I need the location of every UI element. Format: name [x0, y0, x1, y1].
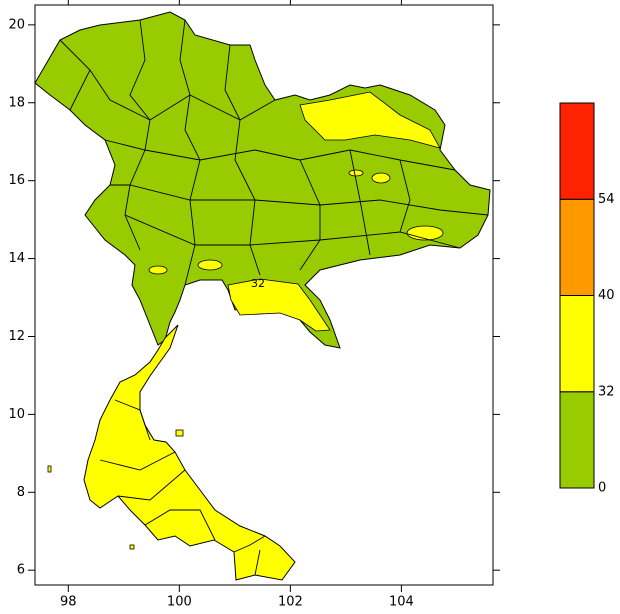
- colorbar-box: [559, 391, 595, 489]
- x-tick-label: 100: [167, 595, 192, 610]
- zone-patch: [406, 225, 444, 241]
- land: [34, 11, 491, 581]
- colorbar-box: [559, 198, 595, 296]
- island: [175, 429, 184, 437]
- colorbar-label: 32: [598, 384, 615, 399]
- colorbar-label: 40: [598, 288, 615, 303]
- island: [129, 544, 135, 550]
- y-tick-label: 10: [8, 407, 25, 422]
- y-tick-label: 20: [8, 17, 25, 32]
- colorbar-label: 54: [598, 192, 615, 207]
- y-tick-label: 8: [17, 485, 25, 500]
- y-tick-label: 14: [8, 251, 25, 266]
- province-borders: [59, 19, 489, 576]
- zone-patch: [197, 259, 223, 271]
- land-south: [83, 324, 296, 581]
- colorbar-label: 0: [598, 481, 606, 496]
- y-tick-label: 18: [8, 95, 25, 110]
- x-tick-label: 98: [60, 595, 77, 610]
- zone-patch: [371, 172, 391, 184]
- contour-label: 32: [251, 277, 265, 290]
- zone-northeast: [299, 91, 441, 149]
- y-tick-label: 6: [17, 563, 25, 578]
- colorbar-box: [559, 295, 595, 393]
- x-tick-label: 102: [278, 595, 303, 610]
- map-frame: [34, 4, 494, 586]
- zone-patch: [348, 169, 364, 177]
- land-north: [34, 11, 491, 349]
- y-tick-label: 12: [8, 329, 25, 344]
- zone-southeast: [227, 278, 331, 332]
- zone-patch: [148, 265, 168, 275]
- island: [47, 465, 52, 473]
- y-tick-label: 16: [8, 173, 25, 188]
- x-tick-label: 104: [389, 595, 414, 610]
- colorbar-box: [559, 102, 595, 200]
